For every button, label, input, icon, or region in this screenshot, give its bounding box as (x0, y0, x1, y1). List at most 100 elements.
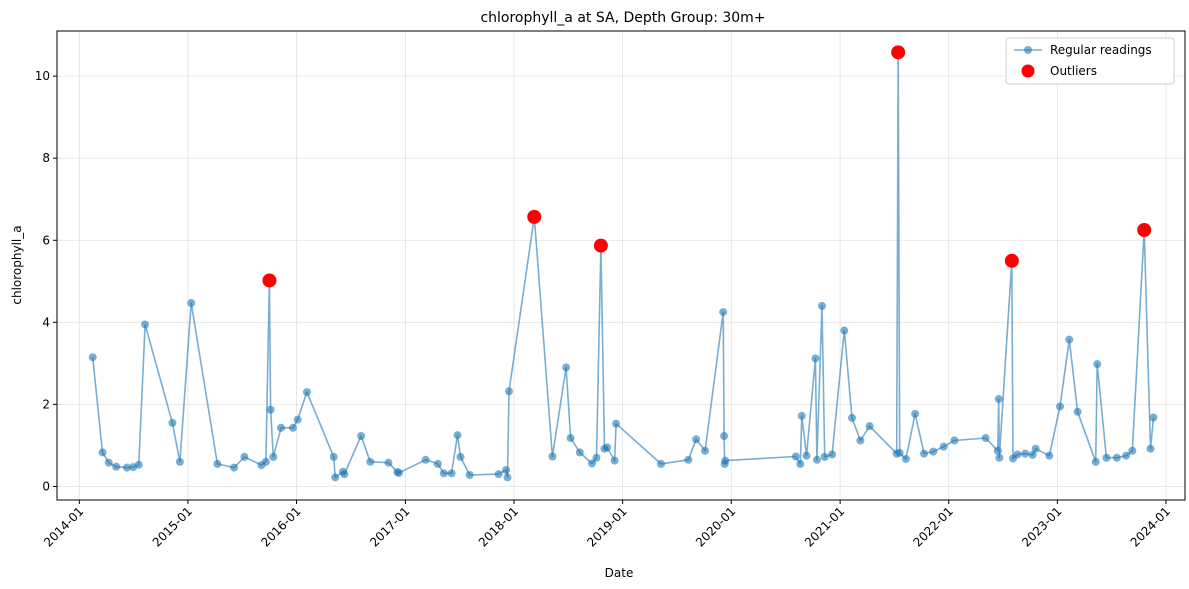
grid (57, 31, 1185, 500)
outlier-point (527, 209, 542, 224)
regular-reading-point (1045, 451, 1054, 460)
outlier-point (1137, 223, 1152, 238)
regular-reading-point (812, 455, 821, 464)
regular-reading-point (995, 453, 1004, 462)
regular-reading-point (981, 434, 990, 443)
regular-reading-point (501, 466, 510, 475)
regular-reading-point (901, 454, 910, 463)
legend: Regular readings Outliers (1005, 37, 1175, 85)
regular-reading-point (439, 469, 448, 478)
regular-reading-point (592, 453, 601, 462)
regular-reading-point (548, 452, 557, 461)
regular-reading-point (1028, 450, 1037, 459)
y-tick-label: 6 (42, 233, 50, 247)
legend-marker-regular (1024, 46, 1032, 54)
regular-reading-point (1102, 453, 1111, 462)
regular-reading-point (920, 449, 929, 458)
regular-reading-point (366, 457, 375, 466)
regular-reading-point (175, 457, 184, 466)
regular-reading-point (612, 419, 621, 428)
regular-reading-point (447, 469, 456, 478)
regular-reading-point (1091, 457, 1100, 466)
y-axis-label: chlorophyll_a (10, 225, 24, 304)
x-tick-label: 2022-01 (911, 504, 956, 549)
regular-reading-point (104, 458, 113, 467)
regular-reading-point (266, 405, 275, 414)
regular-reading-point (357, 431, 366, 440)
x-tick-label: 2015-01 (150, 504, 195, 549)
regular-reading-point (465, 470, 474, 479)
regular-reading-point (134, 460, 143, 469)
y-tick-label: 8 (42, 151, 50, 165)
regular-reading-point (575, 448, 584, 457)
legend-label-outliers: Outliers (1050, 64, 1097, 78)
x-tick-label: 2021-01 (802, 504, 847, 549)
regular-reading-point (494, 470, 503, 479)
regular-reading-point (1013, 450, 1022, 459)
regular-reading-point (329, 452, 338, 461)
regular-reading-point (1021, 449, 1030, 458)
regular-reading-point (562, 363, 571, 372)
regular-reading-point (213, 459, 222, 468)
regular-reading-point (340, 470, 349, 479)
regular-reading-point (840, 326, 849, 335)
regular-reading-point (1093, 360, 1102, 369)
regular-reading-point (1031, 444, 1040, 453)
regular-reading-point (168, 418, 177, 427)
regular-reading-point (394, 468, 403, 477)
x-tick-label: 2024-01 (1128, 504, 1173, 549)
regular-reading-point (1112, 453, 1121, 462)
outlier-point (1004, 253, 1019, 268)
regular-reading-point (848, 413, 857, 422)
regular-reading-point (820, 452, 829, 461)
regular-reading-point (122, 463, 131, 472)
regular-reading-point (929, 447, 938, 456)
y-tick-label: 10 (35, 69, 50, 83)
regular-reading-point (288, 423, 297, 432)
legend-box (1005, 37, 1175, 85)
regular-reading-point (797, 411, 806, 420)
y-tick-label: 0 (42, 479, 50, 493)
regular-reading-point (433, 459, 442, 468)
regular-readings-line (91, 51, 1155, 479)
regular-reading-point (1128, 446, 1137, 455)
regular-reading-point (1065, 335, 1074, 344)
y-tick-label: 2 (42, 397, 50, 411)
regular-reading-point (802, 451, 811, 460)
regular-reading-point (895, 448, 904, 457)
outlier-point (891, 45, 906, 60)
regular-reading-point (566, 434, 575, 443)
regular-reading-point (112, 462, 121, 471)
regular-reading-point (1122, 451, 1131, 460)
regular-reading-point (684, 455, 693, 464)
regular-reading-point (993, 446, 1002, 455)
regular-reading-point (421, 455, 430, 464)
x-tick-label: 2017-01 (367, 504, 412, 549)
y-tick-label: 4 (42, 315, 50, 329)
plot-frame (56, 30, 1186, 501)
regular-reading-point (302, 388, 311, 397)
regular-reading-point (187, 299, 196, 308)
regular-reading-point (230, 463, 239, 472)
plot-area (88, 45, 1158, 482)
x-axis-label: Date (605, 566, 634, 580)
regular-reading-point (587, 459, 596, 468)
regular-reading-point (791, 452, 800, 461)
regular-reading-point (240, 452, 249, 461)
x-tick-label: 2018-01 (476, 504, 521, 549)
regular-reading-point (828, 450, 837, 459)
regular-reading-point (141, 320, 150, 329)
regular-reading-point (811, 354, 820, 363)
regular-reading-point (701, 446, 710, 455)
regular-reading-point (692, 435, 701, 444)
regular-reading-point (994, 395, 1003, 404)
regular-reading-point (610, 456, 619, 465)
regular-reading-point (1149, 413, 1158, 422)
chart-title: chlorophyll_a at SA, Depth Group: 30m+ (480, 10, 765, 26)
x-tick-label: 2016-01 (258, 504, 303, 549)
regular-reading-point (911, 409, 920, 418)
legend-marker-outliers (1021, 64, 1035, 78)
regular-reading-point (277, 423, 286, 432)
regular-reading-point (456, 452, 465, 461)
